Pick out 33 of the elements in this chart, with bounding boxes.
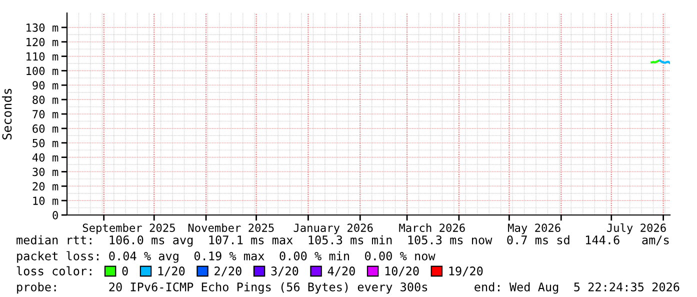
legend-label: 3/20 [271,266,298,276]
legend-label: 0 [122,266,128,276]
legend-label: 10/20 [385,266,419,276]
text: end: Wed Aug 5 22:24:35 2026 [474,282,680,294]
y-tick-label: 120 m [26,38,58,46]
y-tick-label: 0 [52,211,58,220]
legend-label: 19/20 [449,266,483,276]
y-tick-label: 60 m [32,124,58,133]
y-tick-label: 40 m [32,153,58,162]
x-tick-label: July 2026 [606,223,666,234]
y-tick-label: 110 m [26,52,58,61]
y-tick-label: 70 m [32,110,58,118]
x-tick-label: January 2026 [294,224,373,234]
legend-title: loss color: [16,266,92,276]
y-tick-label: 130 m [26,23,58,32]
legend-label: 4/20 [328,266,355,276]
y-tick-label: 90 m [32,81,58,90]
y-tick-label: 80 m [32,96,58,104]
x-tick-label: May 2026 [508,224,560,234]
x-tick-label: September 2025 [82,223,175,234]
text: probe: 20 IPv6-ICMP Echo Pings (56 Bytes) every 300s [17,282,428,294]
y-tick-label: 100 m [26,66,58,76]
y-tick-label: 20 m [32,182,58,191]
y-axis-title: Seconds [2,88,12,140]
legend-label: 1/20 [158,266,185,276]
x-tick-label: March 2026 [399,223,465,232]
y-tick-label: 50 m [32,138,58,148]
y-tick-label: 10 m [33,196,58,205]
text: median rtt: 106.0 ms avg 107.1 ms max 105.3 ms min 105.3 ms now 0.7 ms sd 144.6 am/s [16,235,669,247]
legend-label: 2/20 [214,266,242,276]
x-tick-label: November 2025 [188,223,274,232]
y-tick-label: 30 m [32,168,58,176]
text: packet loss: 0.04 % avg 0.19 % max 0.00 % min 0.00 % now [17,251,436,263]
